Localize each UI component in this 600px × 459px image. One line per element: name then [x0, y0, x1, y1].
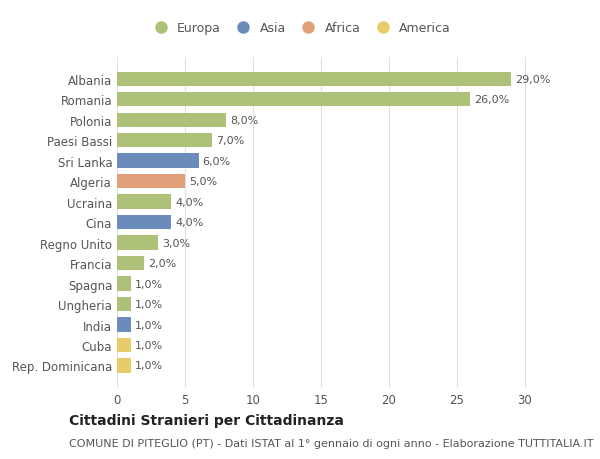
- Bar: [117, 195, 172, 209]
- Bar: [117, 256, 144, 271]
- Text: COMUNE DI PITEGLIO (PT) - Dati ISTAT al 1° gennaio di ogni anno - Elaborazione T: COMUNE DI PITEGLIO (PT) - Dati ISTAT al …: [69, 438, 593, 448]
- Bar: [117, 73, 511, 87]
- Text: 1,0%: 1,0%: [134, 279, 163, 289]
- Text: 1,0%: 1,0%: [134, 299, 163, 309]
- Bar: [117, 154, 199, 168]
- Bar: [117, 338, 131, 353]
- Text: 4,0%: 4,0%: [175, 218, 204, 228]
- Text: 26,0%: 26,0%: [475, 95, 510, 105]
- Bar: [117, 297, 131, 312]
- Bar: [117, 215, 172, 230]
- Bar: [117, 358, 131, 373]
- Text: 1,0%: 1,0%: [134, 320, 163, 330]
- Bar: [117, 318, 131, 332]
- Text: 1,0%: 1,0%: [134, 340, 163, 350]
- Text: 6,0%: 6,0%: [203, 157, 231, 166]
- Bar: [117, 236, 158, 250]
- Text: 5,0%: 5,0%: [189, 177, 217, 187]
- Bar: [117, 134, 212, 148]
- Bar: [117, 93, 470, 107]
- Text: 3,0%: 3,0%: [162, 238, 190, 248]
- Text: 7,0%: 7,0%: [216, 136, 244, 146]
- Text: 4,0%: 4,0%: [175, 197, 204, 207]
- Bar: [117, 113, 226, 128]
- Text: Cittadini Stranieri per Cittadinanza: Cittadini Stranieri per Cittadinanza: [69, 414, 344, 428]
- Bar: [117, 174, 185, 189]
- Bar: [117, 277, 131, 291]
- Text: 2,0%: 2,0%: [148, 258, 176, 269]
- Text: 1,0%: 1,0%: [134, 361, 163, 371]
- Legend: Europa, Asia, Africa, America: Europa, Asia, Africa, America: [143, 17, 456, 40]
- Text: 29,0%: 29,0%: [515, 74, 551, 84]
- Text: 8,0%: 8,0%: [230, 115, 258, 125]
